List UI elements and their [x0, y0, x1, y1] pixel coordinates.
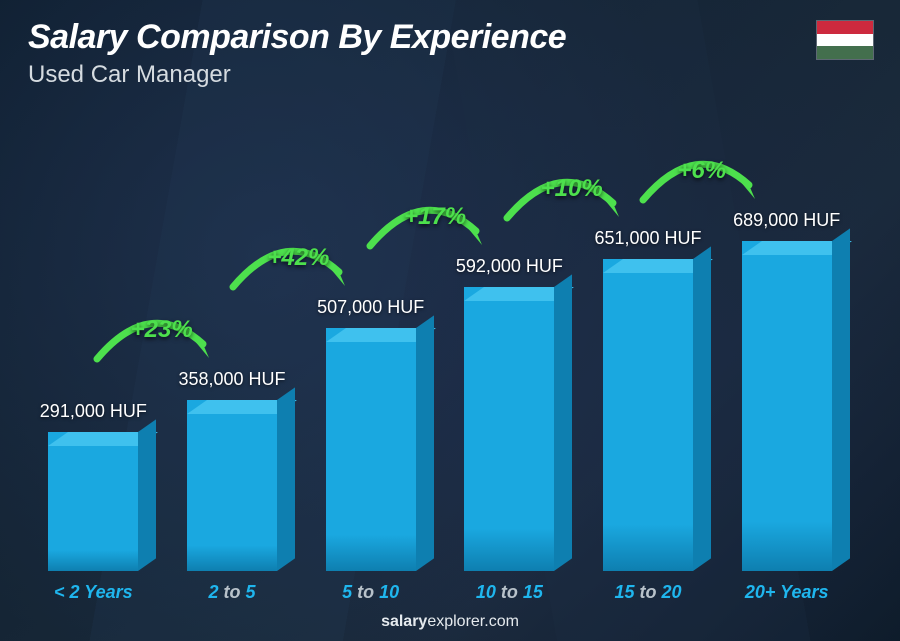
x-label-highlight: 10 [379, 582, 399, 602]
bar-front-face [326, 328, 416, 571]
flag-stripe-1 [817, 21, 873, 34]
x-axis-label: 10 to 15 [446, 582, 573, 603]
bar-wrap [30, 432, 157, 571]
x-axis-label: 15 to 20 [585, 582, 712, 603]
bar-3d [464, 287, 554, 571]
bar-column: 291,000 HUF [30, 401, 157, 571]
x-label-highlight: 15 [614, 582, 634, 602]
x-label-dim: to [352, 582, 379, 602]
x-axis-label: 5 to 10 [307, 582, 434, 603]
bar-value-label: 689,000 HUF [733, 210, 840, 231]
flag-stripe-3 [817, 46, 873, 59]
x-label-dim: to [219, 582, 246, 602]
bar-chart: 291,000 HUF 358,000 HUF 507,000 HUF 592,000… [30, 100, 850, 571]
x-axis: < 2 Years2 to 55 to 1010 to 1515 to 2020… [30, 582, 850, 603]
x-label-highlight: 5 [246, 582, 256, 602]
x-axis-label: 2 to 5 [169, 582, 296, 603]
bar-front-face [48, 432, 138, 571]
bar-wrap [585, 259, 712, 571]
bar-side-face [416, 315, 434, 571]
bar-wrap [723, 241, 850, 571]
x-axis-label: 20+ Years [723, 582, 850, 603]
x-label-highlight: < 2 Years [54, 582, 133, 602]
bar-value-label: 507,000 HUF [317, 297, 424, 318]
bar-column: 689,000 HUF [723, 210, 850, 571]
title-block: Salary Comparison By Experience Used Car… [28, 18, 566, 89]
bar-value-label: 291,000 HUF [40, 401, 147, 422]
page-subtitle: Used Car Manager [28, 61, 566, 89]
country-flag-hungary [816, 20, 874, 60]
bar-front-face [742, 241, 832, 571]
bar-side-face [277, 387, 295, 571]
flag-stripe-2 [817, 34, 873, 47]
x-label-dim: to [635, 582, 662, 602]
bar-front-face [464, 287, 554, 571]
bar-side-face [138, 419, 156, 571]
bar-front-face [603, 259, 693, 571]
x-label-highlight: 10 [476, 582, 496, 602]
bar-column: 651,000 HUF [585, 228, 712, 571]
footer-brand-bold: salary [381, 613, 427, 630]
bar-value-label: 651,000 HUF [594, 228, 701, 249]
footer-attribution: salaryexplorer.com [0, 613, 900, 631]
page-title: Salary Comparison By Experience [28, 18, 566, 57]
chart-container: Salary Comparison By Experience Used Car… [0, 0, 900, 641]
bar-wrap [307, 328, 434, 571]
bar-value-label: 358,000 HUF [178, 369, 285, 390]
bar-side-face [832, 228, 850, 571]
footer-brand-rest: explorer.com [427, 613, 519, 630]
bar-wrap [169, 400, 296, 571]
bar-wrap [446, 287, 573, 571]
x-label-highlight: 2 [208, 582, 218, 602]
bar-3d [48, 432, 138, 571]
x-label-highlight: 5 [342, 582, 352, 602]
bar-column: 592,000 HUF [446, 256, 573, 571]
x-label-highlight: 15 [523, 582, 543, 602]
x-label-dim: to [496, 582, 523, 602]
x-axis-label: < 2 Years [30, 582, 157, 603]
bar-column: 358,000 HUF [169, 369, 296, 571]
x-label-highlight: 20+ Years [745, 582, 829, 602]
bar-value-label: 592,000 HUF [456, 256, 563, 277]
bar-3d [603, 259, 693, 571]
bar-3d [742, 241, 832, 571]
bar-3d [187, 400, 277, 571]
bar-3d [326, 328, 416, 571]
x-label-highlight: 20 [662, 582, 682, 602]
bar-column: 507,000 HUF [307, 297, 434, 571]
bar-side-face [693, 246, 711, 571]
bar-front-face [187, 400, 277, 571]
bar-side-face [554, 274, 572, 571]
